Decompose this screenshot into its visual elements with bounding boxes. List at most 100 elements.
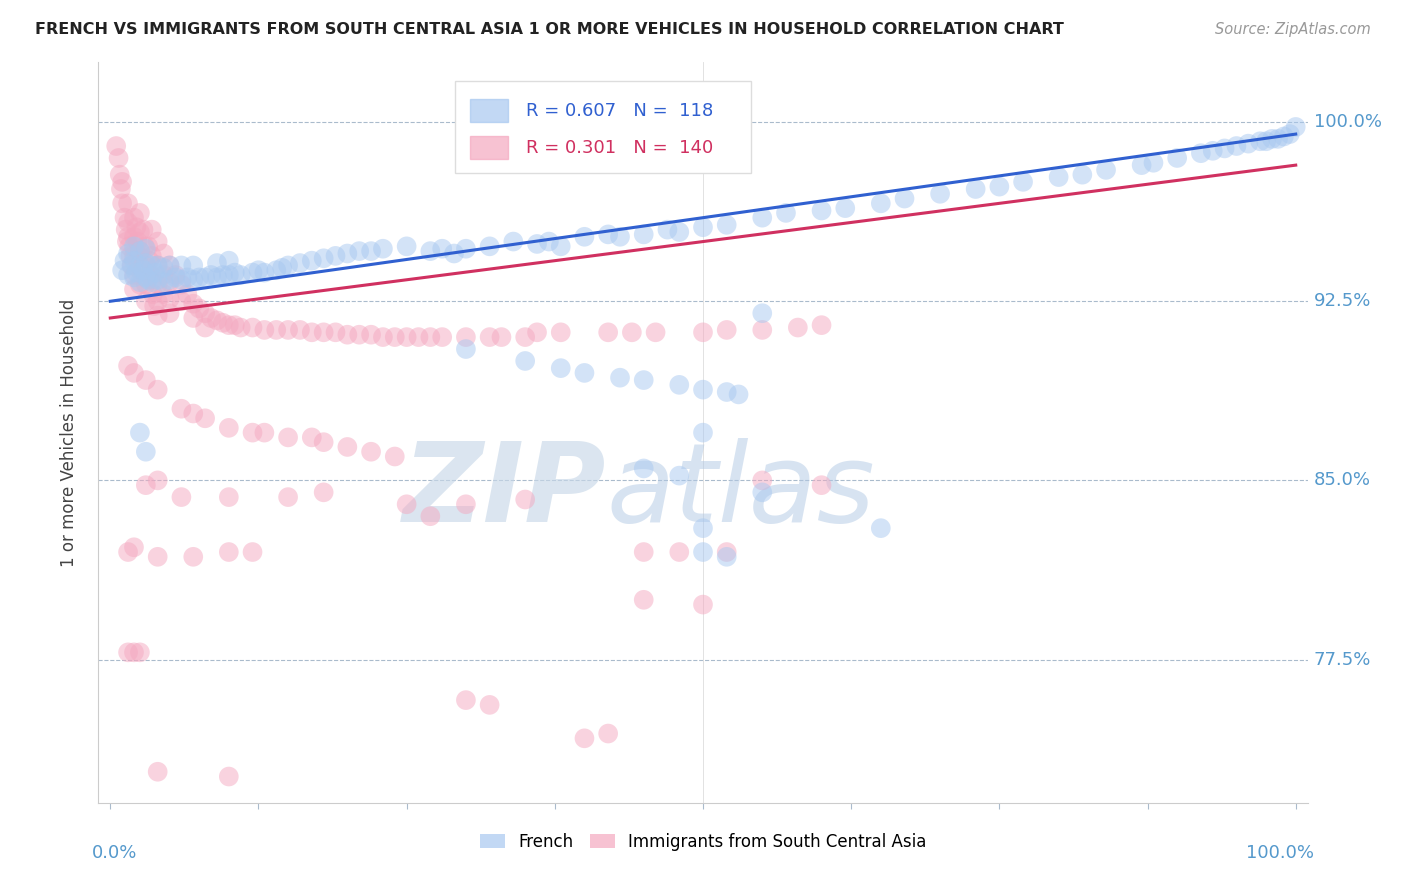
- Point: [419, 509, 441, 524]
- Point: [609, 229, 631, 244]
- Point: [312, 435, 335, 450]
- Point: [181, 296, 204, 310]
- Point: [751, 323, 773, 337]
- Point: [247, 263, 270, 277]
- Point: [502, 235, 524, 249]
- Point: [146, 764, 169, 779]
- Point: [1047, 170, 1070, 185]
- Point: [122, 282, 145, 296]
- Point: [550, 326, 572, 340]
- Point: [122, 253, 145, 268]
- Point: [107, 151, 129, 165]
- Point: [668, 545, 690, 559]
- Point: [644, 326, 666, 340]
- Point: [135, 256, 157, 270]
- Point: [218, 268, 240, 282]
- Point: [136, 273, 159, 287]
- Point: [692, 220, 714, 235]
- Point: [111, 196, 134, 211]
- Point: [159, 273, 181, 287]
- Point: [121, 259, 143, 273]
- Point: [1142, 155, 1164, 169]
- Point: [454, 242, 477, 256]
- Point: [129, 645, 152, 659]
- Point: [159, 275, 181, 289]
- Point: [142, 287, 165, 301]
- Point: [127, 235, 149, 249]
- Point: [146, 259, 169, 273]
- Point: [117, 196, 139, 211]
- Point: [716, 545, 738, 559]
- Point: [1278, 127, 1301, 141]
- Point: [129, 263, 152, 277]
- Point: [143, 299, 166, 313]
- Point: [1095, 162, 1118, 177]
- Point: [129, 259, 152, 273]
- Point: [751, 474, 773, 488]
- Point: [114, 222, 136, 236]
- Point: [170, 277, 193, 292]
- Point: [786, 320, 808, 334]
- Point: [125, 266, 148, 280]
- Point: [136, 239, 159, 253]
- Point: [395, 330, 418, 344]
- Point: [117, 359, 139, 373]
- Point: [135, 373, 157, 387]
- Point: [114, 211, 136, 225]
- Point: [188, 270, 211, 285]
- Point: [114, 253, 136, 268]
- Point: [633, 461, 655, 475]
- Point: [478, 239, 501, 253]
- Point: [893, 192, 915, 206]
- Point: [716, 549, 738, 564]
- Point: [108, 168, 131, 182]
- Text: 100.0%: 100.0%: [1313, 113, 1382, 131]
- Point: [121, 259, 143, 273]
- Point: [141, 259, 163, 273]
- Point: [347, 244, 370, 259]
- Point: [371, 330, 394, 344]
- Text: 85.0%: 85.0%: [1313, 471, 1371, 490]
- Point: [515, 330, 537, 344]
- Point: [271, 260, 294, 275]
- Point: [212, 268, 235, 282]
- Point: [277, 323, 299, 337]
- Point: [141, 275, 163, 289]
- Point: [1254, 134, 1277, 148]
- Point: [181, 407, 204, 421]
- Point: [550, 239, 572, 253]
- Point: [110, 182, 132, 196]
- Point: [122, 268, 145, 282]
- Point: [1261, 132, 1284, 146]
- Point: [176, 287, 198, 301]
- Point: [212, 316, 235, 330]
- Point: [1130, 158, 1153, 172]
- Point: [146, 474, 169, 488]
- Point: [170, 490, 193, 504]
- Point: [598, 227, 620, 242]
- Point: [1237, 136, 1260, 151]
- Point: [253, 323, 276, 337]
- Point: [146, 309, 169, 323]
- Point: [205, 256, 228, 270]
- Point: [165, 270, 187, 285]
- Point: [117, 215, 139, 229]
- Point: [751, 306, 773, 320]
- Point: [122, 211, 145, 225]
- Point: [218, 421, 240, 435]
- Point: [751, 485, 773, 500]
- Point: [716, 323, 738, 337]
- Point: [111, 263, 134, 277]
- Point: [408, 330, 430, 344]
- Point: [312, 326, 335, 340]
- Point: [111, 175, 134, 189]
- Point: [152, 260, 174, 275]
- Point: [218, 770, 240, 784]
- Text: R = 0.607   N =  118: R = 0.607 N = 118: [526, 102, 714, 120]
- Point: [138, 253, 160, 268]
- Point: [1012, 175, 1035, 189]
- Point: [125, 220, 148, 235]
- Point: [288, 323, 311, 337]
- Point: [218, 318, 240, 333]
- Point: [1071, 168, 1094, 182]
